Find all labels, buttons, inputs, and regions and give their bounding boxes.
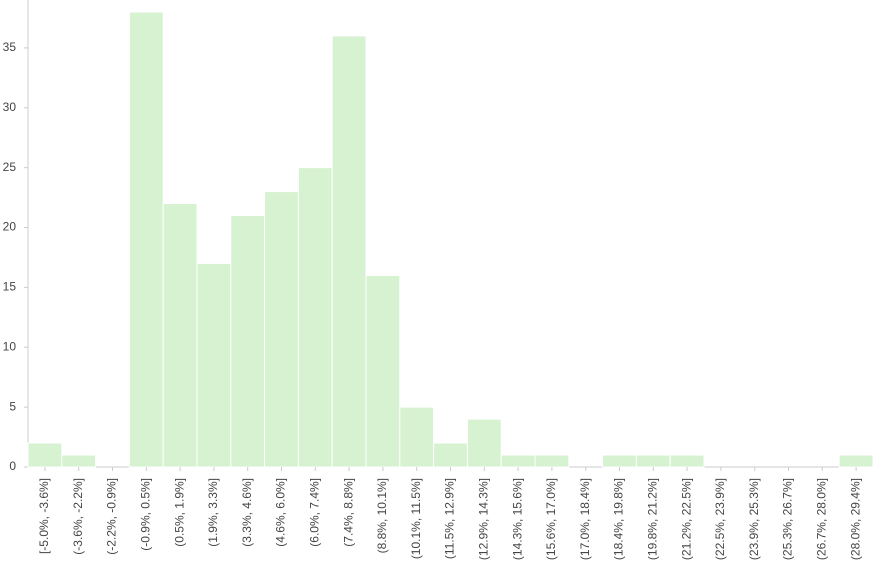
x-tick-label: (-3.6%, -2.2%] <box>71 478 85 555</box>
x-tick-label: (-2.2%, -0.9%] <box>105 478 119 555</box>
y-tick-label: 30 <box>3 100 17 114</box>
bar <box>230 215 266 468</box>
y-tick-label: 10 <box>3 339 17 353</box>
x-tick-label: (7.4%, 8.8%] <box>341 478 355 547</box>
bar <box>331 35 367 468</box>
x-tick-label: (17.0%, 18.4%] <box>578 478 592 560</box>
bar <box>365 274 401 468</box>
x-tick-label: (11.5%, 12.9%] <box>443 478 457 559</box>
x-tick-label: (22.5%, 23.9%] <box>713 478 727 560</box>
x-tick-label: (25.3%, 26.7%] <box>781 478 795 560</box>
x-tick-label: (19.8%, 21.2%] <box>645 478 659 560</box>
x-tick-label: (15.6%, 17.0%] <box>544 478 558 560</box>
bar <box>297 167 333 468</box>
y-tick-label: 15 <box>3 280 17 294</box>
x-tick-label: (23.9%, 25.3%] <box>747 478 761 560</box>
y-tick-label: 0 <box>9 459 16 473</box>
x-tick-label: (1.9%, 3.3%] <box>206 478 220 547</box>
x-tick-label: (28.0%, 29.4%] <box>848 478 862 560</box>
bar <box>534 454 570 468</box>
x-tick-label: (26.7%, 28.0%] <box>814 478 828 560</box>
x-tick-label: (12.9%, 14.3%] <box>476 478 490 560</box>
bar <box>838 454 874 468</box>
x-tick-label: (21.2%, 22.5%] <box>679 478 693 560</box>
bar <box>635 454 671 468</box>
bar <box>264 191 299 468</box>
x-tick-label: (0.5%, 1.9%] <box>172 478 186 547</box>
bar <box>433 442 468 468</box>
y-tick-label: 25 <box>3 160 17 174</box>
x-tick-label: (4.6%, 6.0%] <box>274 478 288 547</box>
bar <box>128 11 164 468</box>
x-tick-label: (-0.9%, 0.5%] <box>138 478 152 551</box>
x-tick-label: [-5.0%, -3.6%] <box>37 478 51 554</box>
bar <box>196 262 232 468</box>
x-tick-label: (14.3%, 15.6%] <box>510 478 524 560</box>
bar <box>61 454 97 468</box>
bar <box>27 442 63 468</box>
x-tick-label: (3.3%, 4.6%] <box>240 478 254 547</box>
y-tick-label: 35 <box>3 40 17 54</box>
bar <box>669 454 705 468</box>
y-tick-label: 5 <box>9 399 16 413</box>
x-tick-label: (18.4%, 19.8%] <box>612 478 626 560</box>
x-tick-label: (6.0%, 7.4%] <box>307 478 321 547</box>
bar <box>500 454 536 468</box>
bar <box>162 203 198 468</box>
bar <box>466 418 502 468</box>
x-tick-label: (8.8%, 10.1%] <box>375 478 389 553</box>
bar <box>602 454 637 468</box>
x-tick-label: (10.1%, 11.5%] <box>409 478 423 559</box>
bar <box>399 406 435 468</box>
y-tick-label: 20 <box>3 220 17 234</box>
